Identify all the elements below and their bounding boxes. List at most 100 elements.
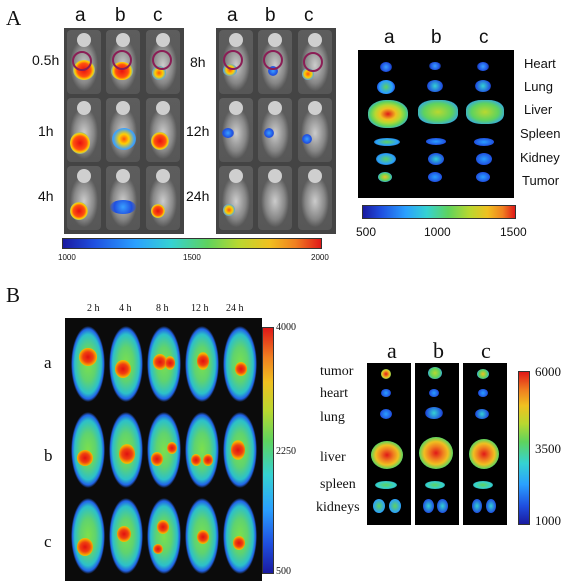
mouse-image bbox=[219, 166, 253, 230]
ex-vivo-color-scale-b bbox=[518, 371, 530, 525]
organ-image bbox=[476, 153, 492, 165]
in-vivo-color-scale-b bbox=[262, 327, 274, 574]
group-label-b-right: b bbox=[265, 5, 276, 26]
mouse-image bbox=[106, 98, 140, 162]
organ-image bbox=[375, 481, 397, 489]
mouse-image bbox=[258, 166, 292, 230]
row-label-b: b bbox=[44, 446, 53, 465]
in-vivo-color-scale-a bbox=[62, 238, 322, 249]
scale-a-tick-1500: 1500 bbox=[183, 253, 201, 262]
mouse-image bbox=[107, 410, 145, 490]
organ-label-spleen: Spleen bbox=[520, 126, 561, 141]
organ-image bbox=[477, 62, 489, 71]
mouse-image bbox=[69, 496, 107, 576]
organ-image bbox=[374, 138, 400, 146]
mouse-image bbox=[298, 166, 332, 230]
mouse-image bbox=[221, 324, 259, 404]
mouse-image bbox=[106, 30, 140, 94]
ex-vivo-a-label-a: a bbox=[384, 27, 395, 48]
group-label-c-right: c bbox=[304, 5, 314, 26]
organ-image bbox=[418, 100, 458, 124]
mouse-image bbox=[183, 410, 221, 490]
ex-vivo-a-label-c: c bbox=[479, 27, 489, 48]
mouse-image bbox=[258, 98, 292, 162]
organ-image bbox=[425, 481, 445, 489]
group-label-b-left: b bbox=[115, 5, 126, 26]
organ-label-tumor-b: tumor bbox=[320, 364, 354, 379]
organ-image bbox=[474, 138, 494, 146]
mouse-image bbox=[69, 324, 107, 404]
organ-image bbox=[427, 80, 443, 92]
organ-label-lung: Lung bbox=[524, 79, 553, 94]
mouse-image bbox=[106, 166, 140, 230]
mouse-image bbox=[298, 98, 332, 162]
mouse-image bbox=[145, 324, 183, 404]
organ-image bbox=[428, 367, 442, 379]
organ-image bbox=[475, 409, 489, 419]
organ-image bbox=[377, 80, 395, 94]
ex-vivo-b-label-c: c bbox=[481, 338, 491, 363]
organ-image bbox=[425, 407, 443, 419]
mouse-image bbox=[67, 98, 101, 162]
scale-b-tick-4000: 4000 bbox=[276, 322, 296, 333]
organ-image bbox=[380, 409, 392, 419]
ex-scale-a-tick-1000: 1000 bbox=[424, 225, 451, 239]
organ-label-kidney: Kidney bbox=[520, 150, 560, 165]
organ-label-heart: Heart bbox=[524, 56, 556, 71]
organ-image bbox=[429, 62, 441, 70]
organ-image bbox=[429, 389, 439, 397]
mouse-image bbox=[183, 496, 221, 576]
ex-scale-b-tick-3500: 3500 bbox=[535, 441, 561, 456]
ex-vivo-organ-strip-c bbox=[463, 363, 507, 525]
scale-a-tick-2000: 2000 bbox=[311, 253, 329, 262]
row-label-c: c bbox=[44, 532, 52, 551]
time-label-24h: 24h bbox=[186, 188, 210, 204]
organ-label-liver-b: liver bbox=[320, 450, 346, 465]
organ-image bbox=[473, 481, 493, 489]
organ-image bbox=[472, 499, 482, 513]
organ-image bbox=[426, 138, 446, 145]
ex-vivo-organ-strip-a bbox=[367, 363, 411, 525]
organ-image bbox=[389, 499, 401, 513]
mouse-image bbox=[219, 98, 253, 162]
scale-b-tick-500: 500 bbox=[276, 566, 291, 577]
organ-image bbox=[376, 153, 396, 165]
mouse-image bbox=[183, 324, 221, 404]
tumor-circle-marker bbox=[303, 52, 323, 72]
organ-image bbox=[378, 172, 392, 182]
ex-vivo-organ-image-a bbox=[358, 50, 514, 198]
organ-label-kidneys-b: kidneys bbox=[316, 500, 360, 515]
row-label-a: a bbox=[44, 353, 52, 372]
time-label-4h: 4h bbox=[38, 188, 54, 204]
mouse-image bbox=[67, 166, 101, 230]
tumor-circle-marker bbox=[152, 50, 172, 70]
ex-scale-b-tick-1000: 1000 bbox=[535, 513, 561, 528]
mouse-image bbox=[221, 410, 259, 490]
time-label-4h: 4 h bbox=[119, 303, 132, 314]
organ-image bbox=[469, 439, 499, 469]
ex-vivo-b-label-a: a bbox=[387, 338, 397, 363]
ex-vivo-a-label-b: b bbox=[431, 27, 442, 48]
mouse-image bbox=[221, 496, 259, 576]
organ-image bbox=[437, 499, 448, 513]
mouse-image bbox=[107, 324, 145, 404]
organ-image bbox=[371, 441, 403, 469]
group-label-c-left: c bbox=[153, 5, 163, 26]
panel-b-letter: B bbox=[6, 283, 21, 307]
organ-image bbox=[486, 499, 496, 513]
group-label-a-left: a bbox=[75, 5, 86, 26]
ex-scale-a-tick-500: 500 bbox=[356, 225, 377, 239]
time-label-1h: 1h bbox=[38, 123, 54, 139]
group-label-a-right: a bbox=[227, 5, 238, 26]
mouse-image bbox=[146, 98, 180, 162]
mouse-image bbox=[145, 410, 183, 490]
time-label-8h: 8 h bbox=[156, 303, 169, 314]
mouse-image bbox=[107, 496, 145, 576]
organ-image bbox=[475, 80, 491, 92]
organ-label-liver: Liver bbox=[524, 102, 553, 117]
ex-vivo-b-label-b: b bbox=[433, 338, 444, 363]
organ-image bbox=[368, 100, 408, 128]
organ-image bbox=[476, 172, 490, 182]
tumor-circle-marker bbox=[72, 51, 92, 71]
organ-image bbox=[380, 62, 392, 72]
